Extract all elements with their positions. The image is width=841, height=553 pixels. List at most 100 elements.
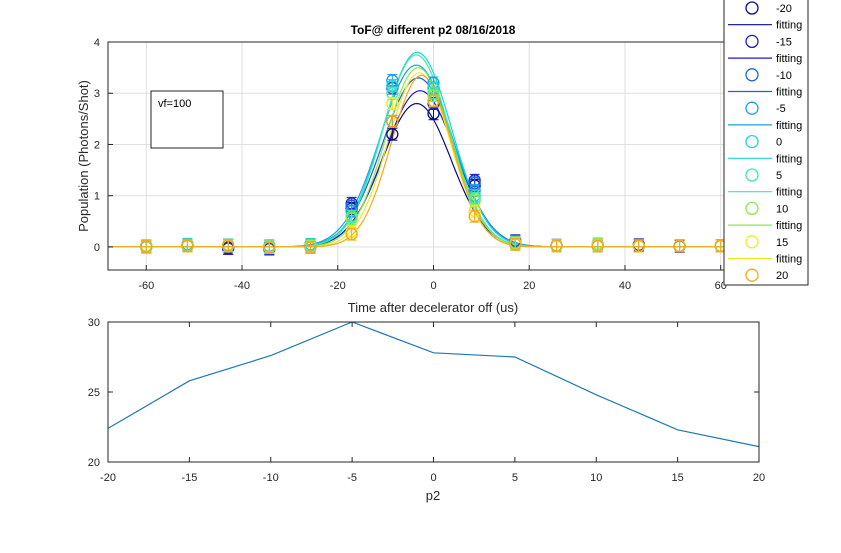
legend-marker — [745, 201, 759, 216]
p2-line — [107, 321, 760, 448]
legend-label: 0 — [776, 137, 782, 149]
legend-label: fitting — [776, 220, 802, 232]
legend-label: -20 — [776, 3, 792, 15]
legend-label: 10 — [776, 203, 788, 215]
y-tick-label: 4 — [94, 37, 100, 49]
data-point — [468, 209, 481, 223]
data-point — [673, 239, 686, 253]
x-tick-label: -10 — [263, 472, 279, 484]
data-point — [386, 127, 399, 141]
legend-marker — [745, 101, 759, 115]
x-tick-label: -20 — [330, 280, 346, 292]
legend-label: fitting — [776, 120, 802, 132]
data-point — [632, 239, 646, 253]
y-tick-label: 2 — [94, 139, 100, 151]
legend-label: -10 — [776, 70, 792, 82]
x-tick-label: -20 — [100, 472, 116, 484]
legend-label: fitting — [776, 254, 802, 266]
x-tick-label: 20 — [523, 280, 535, 292]
tof-x-axis-label: Time after decelerator off (us) — [348, 300, 519, 315]
data-point — [304, 240, 317, 254]
marker — [632, 239, 646, 253]
x-tick-label: 0 — [430, 472, 436, 484]
marker — [386, 115, 399, 128]
data-point — [386, 96, 399, 110]
data-point — [509, 237, 522, 251]
marker — [345, 212, 358, 225]
legend-marker — [745, 168, 759, 182]
legend-marker — [745, 268, 759, 282]
legend-marker — [745, 134, 759, 149]
data-point — [345, 212, 358, 226]
marker — [181, 239, 194, 253]
x-tick-label: -15 — [181, 472, 197, 484]
marker — [221, 239, 235, 252]
legend-marker — [745, 1, 759, 15]
legend-marker — [745, 34, 759, 49]
p2-y-ticks: 20 25 30 — [88, 317, 759, 469]
marker — [427, 94, 440, 108]
x-tick-label: 10 — [590, 472, 602, 484]
marker — [591, 239, 604, 253]
legend: -20 fitting -15 fitting -10 fitting -5 fitting 0… — [723, 0, 809, 286]
data-point — [140, 239, 153, 253]
tof-data-points — [140, 73, 727, 256]
legend-label: fitting — [776, 153, 802, 165]
x-tick-label: 0 — [430, 280, 436, 292]
p2-x-ticks: -20 -15 -10 -5 0 5 10 15 20 — [100, 322, 765, 484]
data-point — [427, 94, 440, 108]
data-point — [386, 114, 399, 128]
marker — [509, 238, 522, 251]
marker — [304, 241, 317, 254]
marker — [673, 239, 686, 253]
marker — [386, 97, 399, 110]
annotation-text: vf=100 — [158, 98, 191, 110]
tof-plot: ToF@ different p2 08/16/2018 -60 -40 -20 0 2… — [76, 0, 809, 315]
legend-marker — [745, 68, 759, 82]
y-tick-label: 25 — [88, 387, 100, 399]
tof-plot-title: ToF@ different p2 08/16/2018 — [351, 23, 516, 37]
marker — [263, 241, 276, 254]
y-tick-label: 0 — [94, 242, 100, 254]
legend-label: fitting — [776, 53, 802, 65]
tof-grid — [108, 41, 759, 270]
p2-axes-box — [107, 321, 760, 463]
data-point — [263, 240, 276, 254]
marker — [140, 240, 153, 253]
tof-y-axis-label: Population (Photons/Shot) — [76, 80, 91, 232]
y-tick-label: 30 — [88, 317, 100, 329]
data-point — [181, 239, 194, 253]
x-tick-label: -40 — [234, 280, 250, 292]
p2-plot: -20 -15 -10 -5 0 5 10 15 20 20 25 30 p2 — [88, 317, 765, 503]
legend-label: 20 — [776, 270, 788, 282]
legend-label: 5 — [776, 170, 782, 182]
y-tick-label: 1 — [94, 191, 100, 203]
annotation-box: vf=100 — [150, 90, 224, 149]
x-tick-label: 40 — [619, 280, 631, 292]
y-tick-label: 20 — [88, 457, 100, 469]
tof-y-ticks: 0 1 2 3 4 — [94, 37, 113, 254]
p2-series-line — [107, 321, 760, 448]
legend-label: 15 — [776, 237, 788, 249]
x-tick-label: 20 — [753, 472, 765, 484]
data-point — [345, 227, 358, 241]
legend-marker — [745, 235, 759, 249]
legend-label: fitting — [776, 187, 802, 199]
legend-label: -15 — [776, 36, 792, 48]
legend-label: -5 — [776, 103, 786, 115]
data-point — [221, 238, 235, 252]
marker — [386, 128, 399, 141]
data-point — [591, 239, 604, 253]
x-tick-label: -5 — [347, 472, 357, 484]
legend-label: fitting — [776, 20, 802, 32]
x-tick-label: -60 — [138, 280, 154, 292]
tof-x-ticks: -60 -40 -20 0 20 40 60 — [138, 265, 727, 292]
marker — [345, 227, 358, 241]
y-tick-label: 3 — [94, 88, 100, 100]
p2-x-axis-label: p2 — [426, 488, 440, 503]
x-tick-label: 5 — [512, 472, 518, 484]
x-tick-label: 15 — [672, 472, 684, 484]
legend-box — [723, 0, 809, 286]
data-point — [550, 239, 563, 253]
